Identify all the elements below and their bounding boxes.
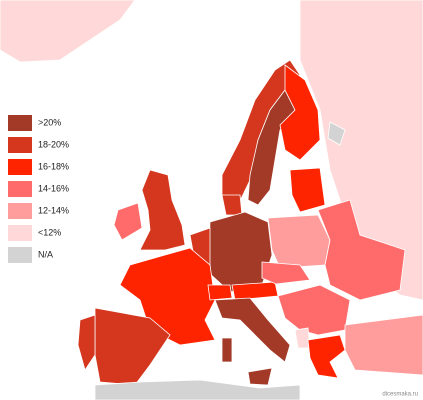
iceland <box>0 0 136 63</box>
legend-swatch <box>8 181 32 197</box>
albania <box>294 327 311 349</box>
sardinia <box>221 337 233 363</box>
legend-swatch <box>8 159 32 175</box>
denmark <box>221 194 243 216</box>
legend-label: <12% <box>38 227 61 237</box>
legend-label: 14-16% <box>38 183 69 193</box>
legend-label: 12-14% <box>38 205 69 215</box>
portugal <box>77 314 96 371</box>
uk <box>139 169 186 251</box>
germany <box>207 211 273 293</box>
balkans <box>277 284 351 336</box>
italy <box>214 297 291 363</box>
legend-swatch <box>8 115 32 131</box>
legend-swatch <box>8 137 32 153</box>
legend-label: N/A <box>38 249 53 259</box>
legend-label: 16-18% <box>38 161 69 171</box>
legend: >20% 18-20% 16-18% 14-16% 12-14% <12% N/A <box>8 115 69 263</box>
legend-swatch <box>8 203 32 219</box>
austria <box>231 281 279 301</box>
greece <box>307 334 346 379</box>
legend-label: 18-20% <box>38 139 69 149</box>
legend-label: >20% <box>38 117 61 127</box>
switzerland <box>207 284 233 301</box>
turkey <box>344 314 423 376</box>
belarus-ukraine <box>317 199 406 301</box>
poland <box>267 214 331 269</box>
baltics <box>289 167 326 213</box>
sicily <box>247 367 273 386</box>
legend-swatch <box>8 247 32 263</box>
legend-swatch <box>8 225 32 241</box>
watermark: dicesmaka.ru <box>382 392 418 398</box>
north-africa <box>94 379 301 400</box>
karelia <box>327 121 346 146</box>
czech-slovakia <box>261 261 311 285</box>
ireland <box>113 202 143 241</box>
finland <box>279 64 321 161</box>
spain <box>94 307 171 386</box>
